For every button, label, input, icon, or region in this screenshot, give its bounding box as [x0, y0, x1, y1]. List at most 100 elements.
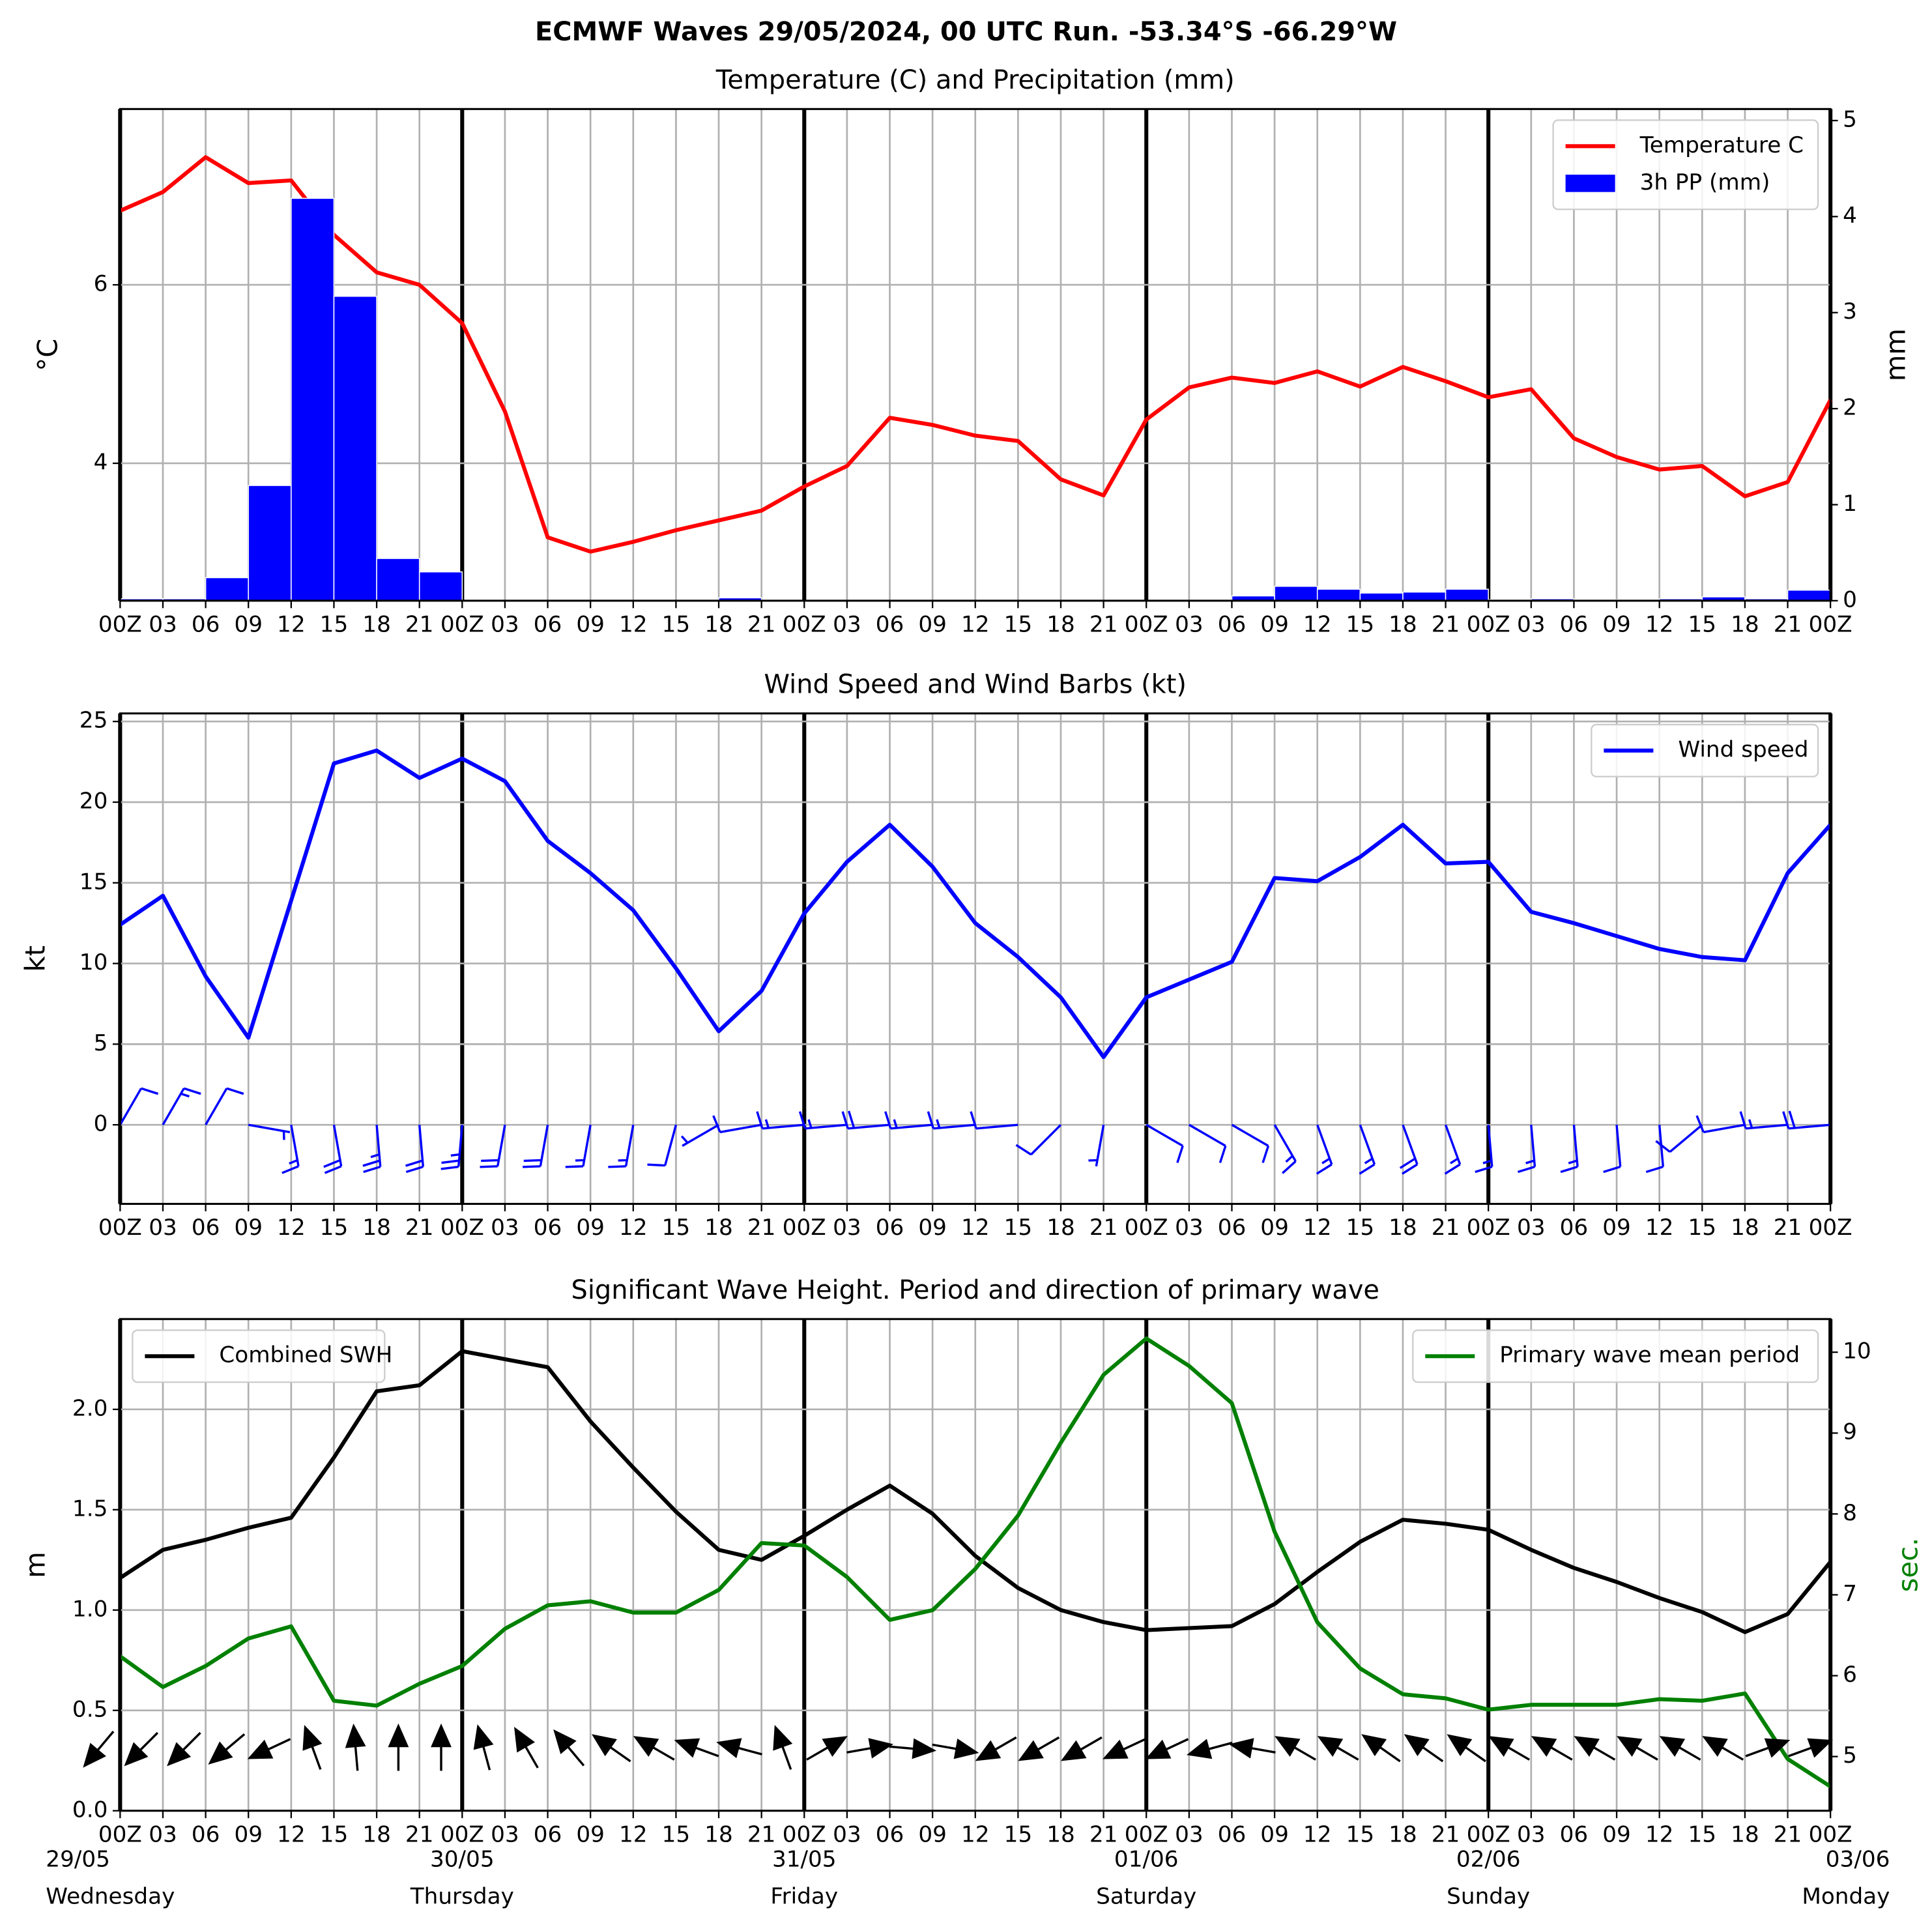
- x-tick-label: 21: [1774, 1215, 1802, 1241]
- y-axis-label: kt: [20, 946, 51, 972]
- x-tick-label: 15: [320, 1821, 349, 1847]
- x-tick-label: 03: [1175, 1215, 1204, 1241]
- wind-barb: [756, 1111, 805, 1130]
- x-tick-label: 18: [1046, 1215, 1075, 1241]
- precip-bar: [376, 558, 420, 601]
- legend-swatch: [1565, 175, 1615, 192]
- y2-tick-label: 4: [1843, 203, 1857, 229]
- wind-barb: [1655, 1123, 1703, 1153]
- wave-arrow: [1574, 1736, 1616, 1761]
- x-tick-label: 06: [1560, 1215, 1589, 1241]
- wave-arrow: [124, 1731, 159, 1767]
- x-tick-label: 00Z: [1125, 1215, 1168, 1241]
- wave-arrow: [553, 1729, 585, 1767]
- wave-arrow: [1145, 1738, 1189, 1759]
- wind-barb: [1739, 1111, 1788, 1130]
- x-tick-label: 06: [876, 1215, 904, 1241]
- wave-arrow: [431, 1723, 452, 1771]
- x-tick-label: 00Z: [440, 611, 484, 637]
- x-tick-label: 18: [704, 611, 733, 637]
- wind-barb: [162, 1087, 201, 1126]
- legend-box: [132, 1329, 386, 1383]
- x-tick-label: 21: [747, 1215, 776, 1241]
- x-tick-label: 03: [1175, 611, 1204, 637]
- day-date: 31/05: [772, 1846, 837, 1872]
- x-tick-label: 15: [1688, 611, 1717, 637]
- x-tick-label: 03: [1517, 1821, 1546, 1847]
- y2-tick-label: 6: [1843, 1662, 1857, 1688]
- day-date: 30/05: [430, 1846, 495, 1872]
- wave-arrow: [846, 1738, 894, 1759]
- y2-tick-label: 1: [1843, 491, 1857, 517]
- wave-arrow: [514, 1726, 539, 1769]
- x-tick-label: 00Z: [1467, 1215, 1510, 1241]
- wind-barb: [281, 1124, 300, 1174]
- wind-barb: [440, 1125, 464, 1170]
- y-tick-label: 5: [94, 1030, 108, 1056]
- legend-label: Combined SWH: [219, 1342, 392, 1368]
- wave-arrow: [773, 1725, 793, 1770]
- wind-barb: [1015, 1123, 1062, 1156]
- x-tick-label: 12: [619, 1215, 648, 1241]
- wind-barb: [927, 1111, 975, 1130]
- wind-barb: [798, 1111, 848, 1130]
- x-tick-label: 00Z: [1467, 1821, 1510, 1847]
- wave-arrow: [716, 1738, 762, 1759]
- x-tick-label: 03: [149, 611, 177, 637]
- y-tick-label: 0: [94, 1111, 108, 1137]
- plot-frame: [119, 108, 1832, 602]
- wind-barb: [1359, 1124, 1376, 1175]
- x-tick-label: 00Z: [440, 1821, 484, 1847]
- wave-arrow: [1404, 1734, 1444, 1763]
- x-tick-label: 06: [534, 611, 562, 637]
- wind-barb: [323, 1124, 343, 1174]
- x-tick-label: 21: [1774, 1821, 1802, 1847]
- wave-arrow: [1275, 1736, 1316, 1761]
- x-tick-label: 09: [234, 611, 263, 637]
- precip-bar: [1402, 591, 1447, 601]
- y2-tick-label: 9: [1843, 1419, 1857, 1445]
- wind-barb: [119, 1087, 159, 1126]
- wind-barb: [565, 1124, 592, 1168]
- x-tick-label: 21: [747, 1821, 776, 1847]
- day-date: 02/06: [1456, 1846, 1521, 1872]
- x-tick-label: 18: [1731, 1821, 1759, 1847]
- wave-arrow: [674, 1738, 719, 1758]
- y-tick-label: 10: [79, 949, 108, 975]
- x-tick-label: 12: [1645, 1821, 1674, 1847]
- x-tick-label: 09: [576, 611, 605, 637]
- x-tick-label: 09: [1260, 1821, 1289, 1847]
- x-tick-label: 03: [833, 1821, 861, 1847]
- wave-arrow: [1103, 1738, 1146, 1759]
- x-tick-label: 18: [1046, 1821, 1075, 1847]
- x-tick-label: 12: [961, 1821, 990, 1847]
- x-tick-label: 18: [1731, 611, 1759, 637]
- series-line: [119, 748, 1832, 1060]
- x-tick-label: 18: [1731, 1215, 1759, 1241]
- wave-arrow: [1617, 1736, 1658, 1761]
- x-tick-label: 06: [192, 1215, 220, 1241]
- day-weekday: Sunday: [1447, 1883, 1530, 1909]
- x-tick-label: 12: [1645, 1215, 1674, 1241]
- wave-arrow: [1745, 1738, 1791, 1758]
- precip-bar: [1445, 588, 1489, 601]
- panel-title: Significant Wave Height. Period and dire…: [571, 1275, 1379, 1305]
- wave-arrow: [1361, 1734, 1401, 1763]
- x-tick-label: 12: [1645, 611, 1674, 637]
- x-tick-label: 12: [619, 1821, 648, 1847]
- x-tick-label: 12: [961, 1215, 990, 1241]
- x-tick-label: 06: [876, 611, 904, 637]
- x-tick-label: 09: [1602, 1215, 1631, 1241]
- y-tick-label: 25: [79, 708, 108, 734]
- y-axis-label: m: [20, 1552, 51, 1578]
- wind-barb: [1399, 1124, 1419, 1175]
- x-tick-label: 12: [619, 611, 648, 637]
- x-tick-label: 15: [320, 611, 349, 637]
- wave-arrow: [1531, 1736, 1573, 1761]
- legend-box: [1412, 1329, 1819, 1383]
- x-tick-label: 21: [1432, 1215, 1460, 1241]
- wave-arrow: [889, 1738, 937, 1759]
- x-tick-label: 18: [1389, 1215, 1417, 1241]
- x-tick-label: 12: [961, 611, 990, 637]
